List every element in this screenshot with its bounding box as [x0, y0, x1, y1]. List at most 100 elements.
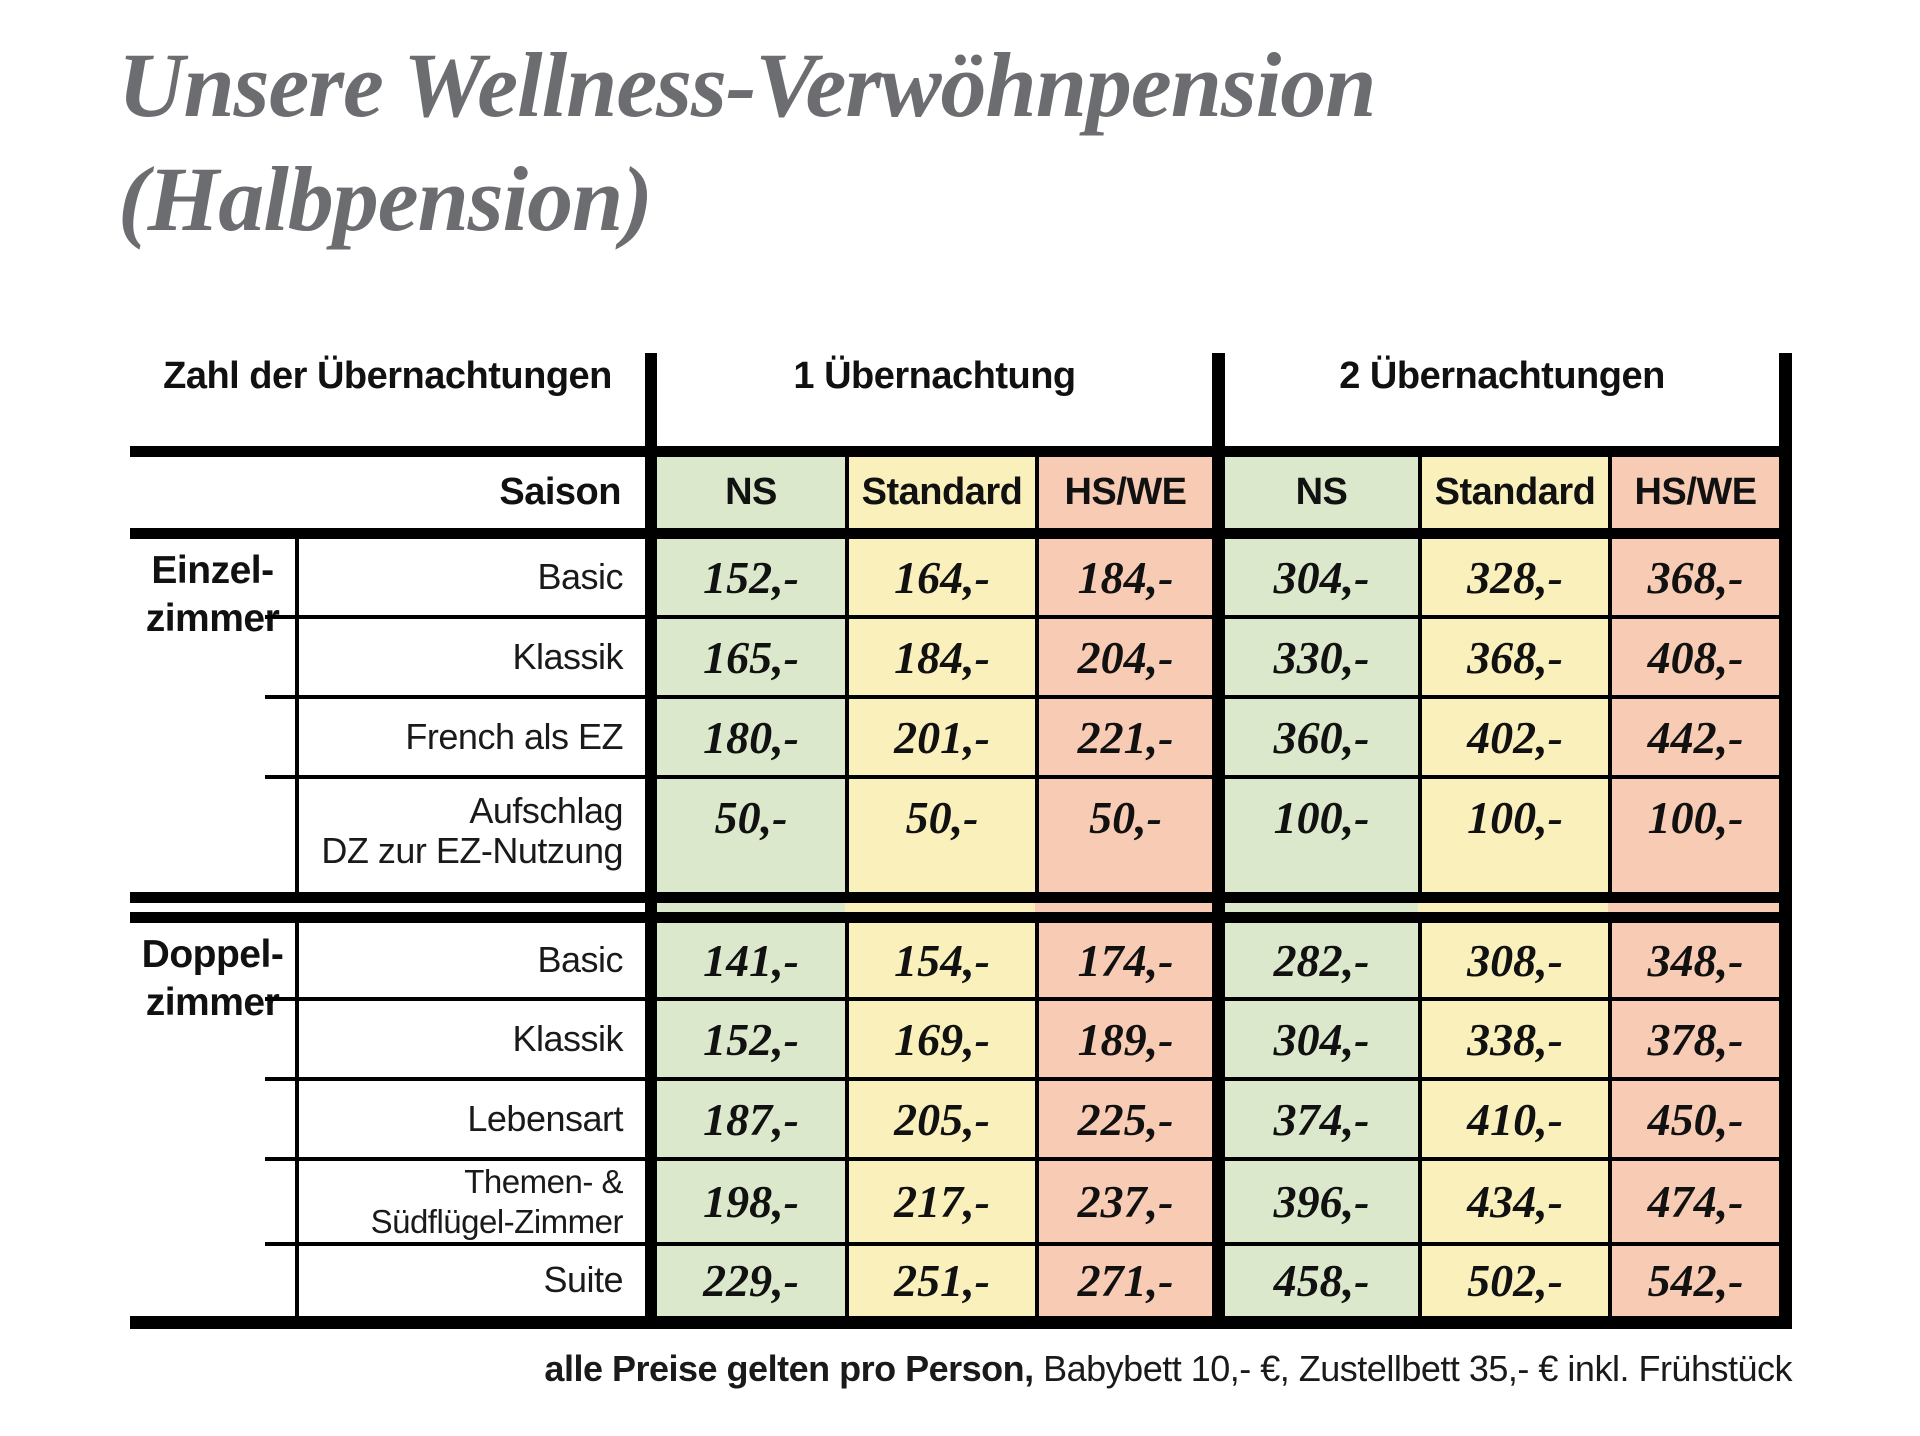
table-row: Lebensart 187,- 205,- 225,- 374,- 410,- …: [130, 1077, 1793, 1157]
price-cell: 308,-: [1418, 923, 1609, 997]
row-label: Lebensart: [265, 1077, 645, 1157]
price-cell: 396,-: [1225, 1157, 1419, 1242]
price-cell: 100,-: [1418, 775, 1609, 892]
price-cell: 410,-: [1418, 1077, 1609, 1157]
footer-note: alle Preise gelten pro Person, Babybett …: [130, 1348, 1792, 1390]
table-row: French als EZ 180,- 201,- 221,- 360,- 40…: [130, 695, 1793, 775]
price-cell: 251,-: [845, 1241, 1035, 1316]
price-cell: 189,-: [1035, 997, 1213, 1077]
group-label-einzelzimmer: Einzel- zimmer: [145, 549, 280, 640]
table-row: Themen- & Südflügel-Zimmer 198,- 217,- 2…: [130, 1157, 1793, 1242]
season-col-standard: Standard: [1418, 457, 1609, 528]
table-row: Klassik 165,- 184,- 204,- 330,- 368,- 40…: [130, 615, 1793, 695]
footer-note-regular: Babybett 10,- €, Zustellbett 35,- € inkl…: [1033, 1348, 1792, 1389]
price-cell: 237,-: [1035, 1157, 1213, 1242]
price-cell: 458,-: [1225, 1241, 1419, 1316]
price-cell: 304,-: [1225, 539, 1419, 615]
season-col-ns: NS: [1225, 457, 1419, 528]
price-cell: 374,-: [1225, 1077, 1419, 1157]
price-cell: 304,-: [1225, 997, 1419, 1077]
season-header-row: Saison NS Standard HS/WE NS Standard HS/…: [130, 457, 1793, 528]
price-cell: 330,-: [1225, 615, 1419, 695]
price-cell: 434,-: [1418, 1157, 1609, 1242]
table-row: Doppel- zimmer Basic 141,- 154,- 174,- 2…: [130, 923, 1793, 1024]
vertical-divider: [1779, 353, 1793, 446]
group-header-2-nights: 2 Übernachtungen: [1339, 355, 1665, 397]
season-col-ns: NS: [657, 457, 845, 528]
price-cell: 217,-: [845, 1157, 1035, 1242]
saison-label: Saison: [499, 471, 621, 513]
price-cell: 368,-: [1418, 615, 1609, 695]
price-cell: 50,-: [1035, 775, 1213, 892]
price-cell: 229,-: [657, 1241, 845, 1316]
thick-rule: [130, 446, 1793, 457]
price-cell: 205,-: [845, 1077, 1035, 1157]
thick-rule-bottom: [130, 1315, 1793, 1329]
price-cell: 542,-: [1608, 1241, 1780, 1316]
price-cell: 184,-: [845, 615, 1035, 695]
price-cell: 360,-: [1225, 695, 1419, 775]
price-cell: 221,-: [1035, 695, 1213, 775]
group-label-doppelzimmer: Doppel- zimmer: [141, 933, 284, 1024]
price-cell: 348,-: [1608, 923, 1780, 997]
table-header-row: Zahl der Übernachtungen 1 Übernachtung 2…: [130, 353, 1793, 446]
price-cell: 204,-: [1035, 615, 1213, 695]
vertical-divider: [1212, 353, 1226, 446]
thick-rule: [130, 912, 1793, 923]
table-row: Aufschlag DZ zur EZ-Nutzung 50,- 50,- 50…: [130, 775, 1793, 892]
price-cell: 402,-: [1418, 695, 1609, 775]
price-cell: 154,-: [845, 923, 1035, 997]
corner-header: Zahl der Übernachtungen: [163, 355, 612, 397]
price-cell: 368,-: [1608, 539, 1780, 615]
price-cell: 174,-: [1035, 923, 1213, 997]
price-cell: 141,-: [657, 923, 845, 997]
row-label: Basic: [295, 539, 645, 615]
group-header-1-night: 1 Übernachtung: [793, 355, 1076, 397]
price-cell: 282,-: [1225, 923, 1419, 997]
separator-gap: [130, 903, 1793, 912]
price-cell: 100,-: [1225, 775, 1419, 892]
price-cell: 408,-: [1608, 615, 1780, 695]
table-row: Klassik 152,- 169,- 189,- 304,- 338,- 37…: [130, 997, 1793, 1077]
price-cell: 100,-: [1608, 775, 1780, 892]
page-title-line2: (Halbpension): [118, 148, 653, 251]
price-cell: 271,-: [1035, 1241, 1213, 1316]
footer-note-bold: alle Preise gelten pro Person,: [544, 1348, 1034, 1389]
price-cell: 50,-: [845, 775, 1035, 892]
price-cell: 378,-: [1608, 997, 1780, 1077]
row-label: Basic: [295, 923, 645, 997]
price-cell: 474,-: [1608, 1157, 1780, 1242]
row-label: Klassik: [265, 997, 645, 1077]
price-table-wrapper: Zahl der Übernachtungen 1 Übernachtung 2…: [130, 353, 1793, 1329]
table-row: Suite 229,- 251,- 271,- 458,- 502,- 542,…: [130, 1241, 1793, 1316]
price-cell: 338,-: [1418, 997, 1609, 1077]
price-cell: 50,-: [657, 775, 845, 892]
price-cell: 225,-: [1035, 1077, 1213, 1157]
row-label: Suite: [265, 1241, 645, 1316]
price-cell: 187,-: [657, 1077, 845, 1157]
vertical-divider: [645, 353, 657, 446]
price-cell: 180,-: [657, 695, 845, 775]
page-title: Unsere Wellness-Verwöhnpension (Halbpens…: [118, 28, 1376, 256]
row-label: French als EZ: [265, 695, 645, 775]
price-cell: 198,-: [657, 1157, 845, 1242]
season-col-standard: Standard: [845, 457, 1035, 528]
row-label: Klassik: [265, 615, 645, 695]
price-cell: 152,-: [657, 997, 845, 1077]
price-cell: 184,-: [1035, 539, 1213, 615]
season-col-hswe: HS/WE: [1608, 457, 1780, 528]
price-cell: 165,-: [657, 615, 845, 695]
price-cell: 201,-: [845, 695, 1035, 775]
season-col-hswe: HS/WE: [1035, 457, 1213, 528]
page-title-line1: Unsere Wellness-Verwöhnpension: [118, 34, 1376, 136]
price-cell: 450,-: [1608, 1077, 1780, 1157]
price-cell: 152,-: [657, 539, 845, 615]
price-cell: 442,-: [1608, 695, 1780, 775]
row-label: Aufschlag DZ zur EZ-Nutzung: [265, 775, 645, 892]
price-cell: 164,-: [845, 539, 1035, 615]
row-label: Themen- & Südflügel-Zimmer: [265, 1157, 645, 1242]
price-cell: 169,-: [845, 997, 1035, 1077]
thick-rule: [130, 892, 1793, 903]
price-table: Zahl der Übernachtungen 1 Übernachtung 2…: [130, 353, 1793, 1329]
